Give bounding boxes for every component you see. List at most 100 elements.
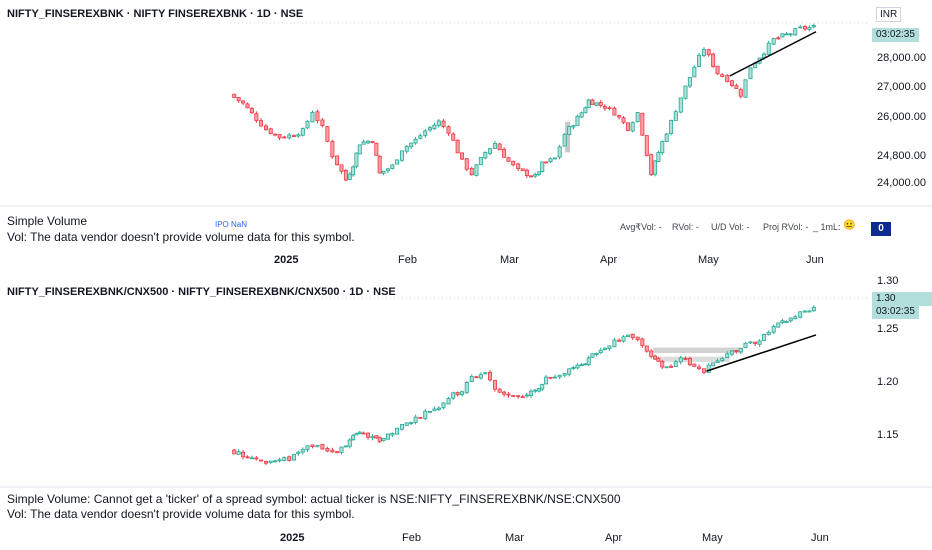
ratio-candle	[259, 459, 264, 462]
price-candle	[612, 107, 617, 116]
price-candle	[617, 115, 622, 118]
price-candle	[793, 28, 798, 36]
ratio-candle	[374, 435, 379, 439]
price-candle	[548, 158, 553, 163]
ratio-candle	[492, 379, 497, 390]
ratio-candle	[305, 445, 310, 450]
price-candle	[325, 126, 330, 142]
price-candle	[335, 155, 340, 166]
ratio-candle	[784, 321, 789, 323]
price-candle	[300, 128, 305, 136]
neutral-face-icon: 😐	[843, 220, 856, 231]
ratio-candle	[400, 424, 405, 430]
ratio-candle	[377, 436, 382, 442]
ratio-candle	[567, 368, 572, 375]
price-candle	[788, 33, 793, 36]
price-candle	[575, 115, 580, 126]
price-candle	[644, 135, 649, 156]
price-candle	[339, 164, 344, 172]
price-candle	[487, 148, 492, 154]
ratio-candle	[315, 444, 320, 448]
ratio-candle	[715, 360, 720, 363]
price-candle	[455, 139, 460, 154]
ratio-candle	[687, 358, 692, 366]
ratio-candle	[644, 345, 649, 352]
proj-rvol: Proj RVol: -	[763, 222, 809, 232]
price-candle	[683, 85, 688, 99]
x-tick: Jun	[806, 254, 824, 266]
volume-message-2a: Simple Volume: Cannot get a 'ticker' of …	[7, 492, 621, 506]
price-candle	[590, 99, 595, 105]
price-candle	[395, 159, 400, 165]
price-candle	[478, 156, 483, 166]
ratio-candle	[798, 311, 803, 318]
price-candle	[264, 125, 269, 131]
price-candle	[544, 161, 549, 164]
price-candle	[282, 136, 287, 139]
ratio-candle	[649, 350, 654, 357]
ratio-candle	[692, 363, 697, 367]
ratio-candle	[656, 357, 661, 362]
volume-badge[interactable]: 0	[871, 222, 891, 236]
price-candle	[702, 49, 707, 56]
price-candle	[385, 168, 390, 172]
ratio-candle	[720, 358, 725, 361]
ratio-candle	[432, 408, 437, 412]
price-candle	[273, 133, 278, 136]
ratio-candle	[788, 317, 793, 322]
currency-selector[interactable]: INR	[876, 7, 902, 22]
ratio-candle	[460, 391, 465, 395]
ratio-candle	[245, 456, 250, 459]
y-tick: 28,000.00	[877, 52, 926, 64]
price-candle	[259, 120, 264, 127]
ratio-candle	[725, 353, 730, 358]
price-candle	[536, 171, 541, 175]
ratio-candle	[451, 392, 456, 399]
ratio-candle	[697, 366, 702, 369]
ratio-chart-candles[interactable]	[232, 305, 816, 466]
price-candle	[427, 127, 432, 131]
ud-vol: U/D Vol: -	[711, 222, 750, 232]
ratio-candle	[621, 336, 626, 342]
price-candle	[583, 107, 588, 114]
ratio-candle	[802, 310, 807, 313]
volume-title-1[interactable]: Simple Volume	[7, 214, 88, 228]
ratio-candle	[748, 341, 753, 344]
trendlines[interactable]	[706, 31, 817, 372]
price-candle	[464, 158, 469, 170]
ratio-candle	[335, 451, 340, 454]
ratio-candle	[339, 446, 344, 453]
price-candle	[483, 151, 488, 159]
price-candle	[656, 152, 661, 162]
ratio-candle	[653, 355, 658, 360]
ratio-candle	[390, 432, 395, 436]
price-chart-candles[interactable]	[232, 23, 816, 182]
price-candle	[296, 134, 301, 137]
price-candle	[315, 111, 320, 122]
ratio-candle	[474, 376, 479, 379]
price-candle	[497, 143, 502, 151]
ratio-candle	[325, 448, 330, 452]
price-candle	[520, 168, 525, 171]
price-candle	[687, 76, 692, 87]
price-candle	[780, 33, 785, 38]
gap-box	[660, 356, 730, 363]
ratio-candle	[734, 350, 739, 352]
ratio-candle	[562, 373, 567, 376]
price-candle	[807, 26, 812, 30]
ratio-candle	[296, 451, 301, 454]
price-candle	[706, 49, 711, 56]
x-tick: 2025	[280, 532, 305, 544]
ratio-candle	[776, 322, 781, 328]
price-candle	[567, 126, 572, 135]
x-tick: May	[698, 254, 719, 266]
ratio-candle	[395, 427, 400, 435]
price-candle	[511, 160, 516, 166]
price-candle	[802, 26, 807, 30]
price-candle	[748, 67, 753, 80]
price-candle	[418, 135, 423, 139]
price-candle	[678, 97, 683, 113]
price-candle	[400, 150, 405, 161]
ratio-candle	[264, 460, 269, 464]
